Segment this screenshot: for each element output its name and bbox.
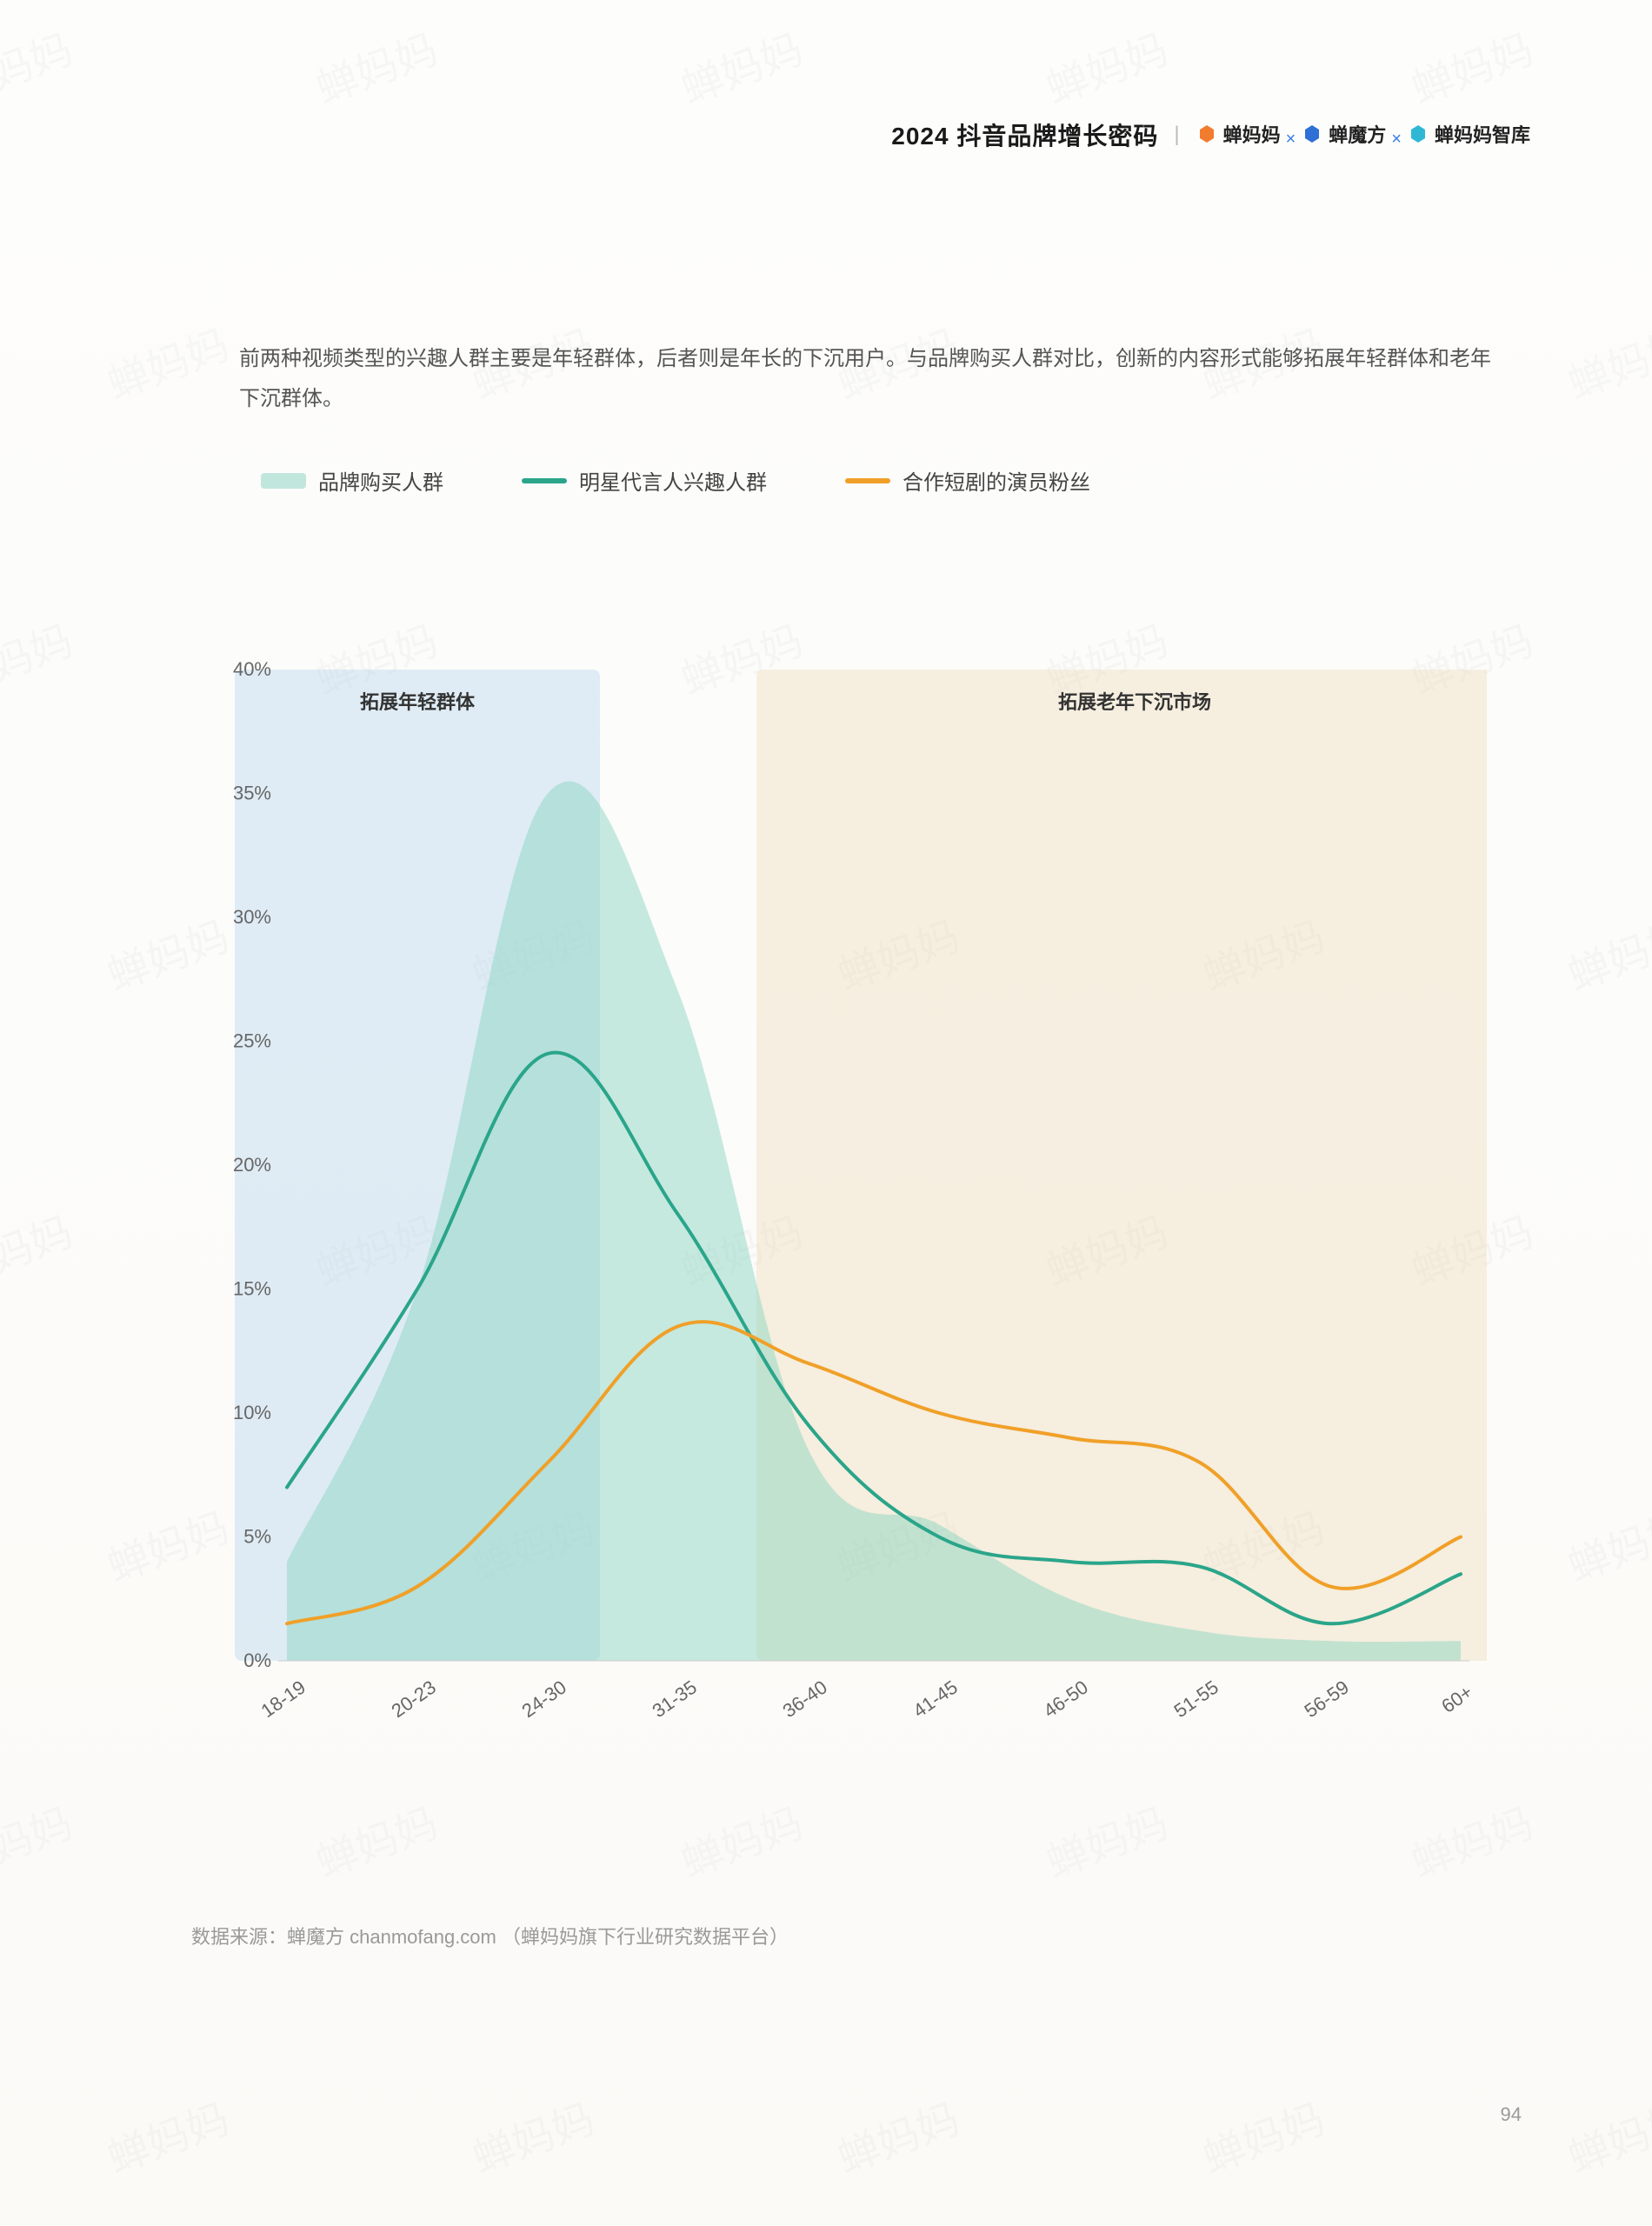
watermark-text: 蝉妈妈 xyxy=(828,2084,966,2184)
x-tick-label: 20-23 xyxy=(387,1676,439,1722)
x-tick-label: 18-19 xyxy=(256,1676,309,1722)
brand-row: 蝉妈妈 × 蝉魔方 × 蝉妈妈智库 xyxy=(1196,120,1530,150)
intro-paragraph: 前两种视频类型的兴趣人群主要是年轻群体，后者则是年长的下沉用户。与品牌购买人群对… xyxy=(239,339,1504,418)
watermark-text: 蝉妈妈 xyxy=(1036,1789,1175,1889)
x-tick-label: 36-40 xyxy=(778,1676,830,1722)
y-tick-label: 10% xyxy=(233,1402,271,1423)
legend-label: 明星代言人兴趣人群 xyxy=(579,465,767,496)
brand-item: 蝉妈妈智库 xyxy=(1407,120,1530,148)
legend-label: 品牌购买人群 xyxy=(318,465,443,496)
watermark-text: 蝉妈妈 xyxy=(1402,1789,1540,1889)
y-tick-label: 5% xyxy=(243,1526,271,1548)
chart-svg: 拓展年轻群体 拓展老年下沉市场 0% 5% 10% 15% 20% 25% 30% 35% 40% 1… xyxy=(191,591,1487,1800)
x-tick-label: 56-59 xyxy=(1300,1676,1352,1722)
page-number: 94 xyxy=(1501,2103,1522,2126)
y-tick-label: 30% xyxy=(233,906,271,928)
watermark-text: 蝉妈妈 xyxy=(1558,310,1652,410)
legend-swatch xyxy=(522,478,567,483)
brand-separator: × xyxy=(1286,130,1296,149)
report-page: 蝉妈妈蝉妈妈蝉妈妈蝉妈妈蝉妈妈蝉妈妈蝉妈妈蝉妈妈蝉妈妈蝉妈妈蝉妈妈蝉妈妈蝉妈妈蝉… xyxy=(0,0,1652,2226)
watermark-text: 蝉妈妈 xyxy=(0,606,80,706)
watermark-text: 蝉妈妈 xyxy=(97,310,236,410)
watermark-text: 蝉妈妈 xyxy=(1558,902,1652,1002)
chart-legend: 品牌购买人群 明星代言人兴趣人群 合作短剧的演员粉丝 xyxy=(261,465,1090,496)
y-tick-label: 20% xyxy=(233,1154,271,1176)
watermark-text: 蝉妈妈 xyxy=(463,2084,601,2184)
watermark-text: 蝉妈妈 xyxy=(1193,2084,1331,2184)
brand-icon xyxy=(1301,123,1323,145)
x-tick-label: 24-30 xyxy=(517,1676,570,1722)
legend-item: 合作短剧的演员粉丝 xyxy=(845,465,1090,496)
data-source-note: 数据来源：蝉魔方 chanmofang.com （蝉妈妈旗下行业研究数据平台） xyxy=(191,1922,789,1949)
watermark-text: 蝉妈妈 xyxy=(1558,1493,1652,1593)
legend-swatch xyxy=(845,478,890,483)
brand-separator: × xyxy=(1391,130,1402,149)
distribution-chart: 拓展年轻群体 拓展老年下沉市场 0% 5% 10% 15% 20% 25% 30% 35% 40% 1… xyxy=(191,591,1487,1800)
x-tick-label: 51-55 xyxy=(1169,1676,1222,1722)
watermark-text: 蝉妈妈 xyxy=(671,1789,809,1889)
report-title: 2024 抖音品牌增长密码 xyxy=(891,117,1158,152)
y-tick-label: 25% xyxy=(233,1030,271,1052)
brand-item: 蝉魔方 xyxy=(1301,120,1386,148)
page-header: 2024 抖音品牌增长密码 | 蝉妈妈 × 蝉魔方 × 蝉妈妈智库 xyxy=(891,117,1530,152)
y-tick-label: 15% xyxy=(233,1278,271,1300)
x-tick-label: 41-45 xyxy=(909,1676,961,1722)
y-tick-label: 0% xyxy=(243,1650,271,1671)
brand-icon xyxy=(1407,123,1429,145)
watermark-text: 蝉妈妈 xyxy=(0,1789,80,1889)
brand-name: 蝉魔方 xyxy=(1329,120,1386,148)
watermark-text: 蝉妈妈 xyxy=(306,15,444,115)
watermark-text: 蝉妈妈 xyxy=(0,1197,80,1297)
watermark-text: 蝉妈妈 xyxy=(306,1789,444,1889)
watermark-text: 蝉妈妈 xyxy=(671,15,809,115)
watermark-text: 蝉妈妈 xyxy=(1402,15,1540,115)
legend-item: 明星代言人兴趣人群 xyxy=(522,465,767,496)
band-label: 拓展年轻群体 xyxy=(360,691,476,713)
watermark-text: 蝉妈妈 xyxy=(0,15,80,115)
y-tick-label: 35% xyxy=(233,783,271,804)
brand-item: 蝉妈妈 xyxy=(1196,120,1281,148)
y-tick-label: 40% xyxy=(233,658,271,680)
x-tick-label: 31-35 xyxy=(648,1676,700,1722)
x-tick-label: 60+ xyxy=(1437,1681,1476,1717)
watermark-text: 蝉妈妈 xyxy=(1558,2084,1652,2184)
legend-label: 合作短剧的演员粉丝 xyxy=(903,465,1090,496)
band-label: 拓展老年下沉市场 xyxy=(1058,691,1211,713)
brand-icon xyxy=(1196,123,1218,145)
watermark-text: 蝉妈妈 xyxy=(1036,15,1175,115)
x-tick-label: 46-50 xyxy=(1039,1676,1091,1722)
title-separator: | xyxy=(1174,123,1179,147)
brand-name: 蝉妈妈 xyxy=(1223,120,1281,148)
watermark-text: 蝉妈妈 xyxy=(97,2084,236,2184)
legend-swatch xyxy=(261,473,306,489)
legend-item: 品牌购买人群 xyxy=(261,465,443,496)
brand-name: 蝉妈妈智库 xyxy=(1435,120,1530,148)
